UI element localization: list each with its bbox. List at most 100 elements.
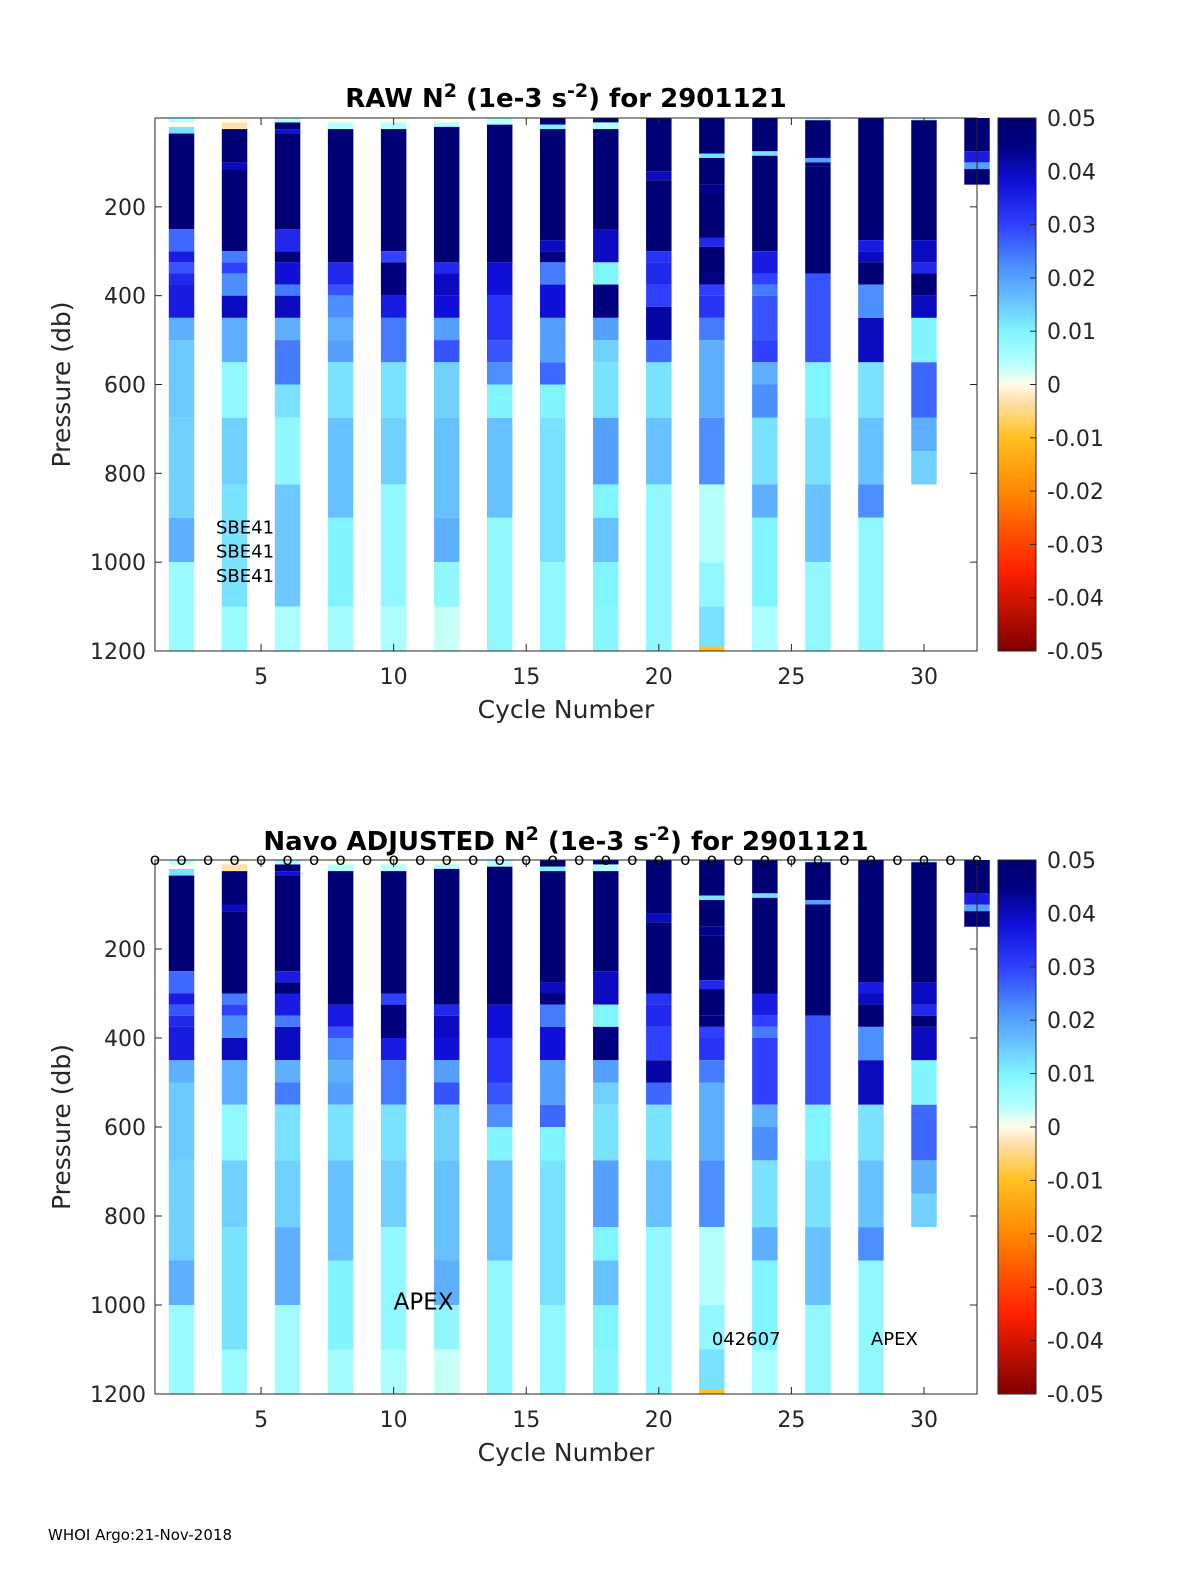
profile-cycle-20 xyxy=(646,860,672,1395)
title-superscript: 2 xyxy=(444,80,457,102)
n2-cell xyxy=(699,157,725,185)
n2-cell xyxy=(486,1104,513,1127)
n2-cell xyxy=(699,153,725,158)
n2-cell xyxy=(858,417,884,485)
n2-cell xyxy=(433,1038,460,1061)
n2-cell xyxy=(380,1349,407,1394)
n2-cell xyxy=(168,1305,195,1394)
n2-cell xyxy=(593,118,619,123)
cycle-marker: o xyxy=(150,850,160,870)
colorbar-tick-label: -0.04 xyxy=(1047,587,1104,612)
title-text: Navo ADJUSTED N xyxy=(263,827,525,857)
n2-cell xyxy=(699,606,725,647)
n2-cell xyxy=(911,417,937,452)
n2-cell xyxy=(911,273,937,296)
n2-cell xyxy=(699,1160,725,1228)
n2-cell xyxy=(540,129,566,241)
n2-cell xyxy=(593,1349,619,1394)
n2-cell xyxy=(221,871,248,905)
n2-cell xyxy=(540,871,566,983)
x-axis-label: Cycle Number xyxy=(478,1438,655,1467)
n2-cell xyxy=(911,362,937,418)
n2-cell xyxy=(168,868,195,876)
colorbar: 0.05 0.04 0.03 0.02 0.01 0 -0.01 -0.02 -0.03 -0.0… xyxy=(997,849,1104,1408)
n2-cell xyxy=(168,864,195,869)
cycle-marker: o xyxy=(282,850,292,870)
n2-cell xyxy=(646,340,672,363)
n2-cell xyxy=(593,484,619,518)
n2-cell xyxy=(380,1227,407,1350)
n2-cell xyxy=(486,1004,513,1039)
n2-cell xyxy=(540,118,566,125)
n2-cell xyxy=(327,1026,354,1039)
n2-cell xyxy=(433,126,460,263)
cycle-marker: o xyxy=(972,850,982,870)
n2-cell xyxy=(327,1082,354,1105)
n2-cell xyxy=(699,1038,725,1061)
n2-cell xyxy=(221,162,248,170)
n2-cell xyxy=(593,1004,619,1027)
n2-cell xyxy=(858,1060,884,1105)
title-superscript: -2 xyxy=(567,80,588,102)
n2-cell xyxy=(593,864,619,872)
n2-cell xyxy=(327,860,354,865)
n2-cell xyxy=(540,982,566,994)
n2-cell xyxy=(221,295,248,318)
n2-cell xyxy=(433,1060,460,1083)
n2-cell xyxy=(699,989,725,1016)
n2-cell xyxy=(805,484,831,563)
n2-cell xyxy=(540,1104,566,1127)
n2-cell xyxy=(433,864,460,869)
n2-cell xyxy=(327,1038,354,1061)
colorbar-tick-label: -0.02 xyxy=(1047,1223,1104,1248)
n2-cell xyxy=(486,118,513,125)
x-tick-label: 10 xyxy=(380,665,408,690)
n2-cell xyxy=(540,362,566,385)
annotation-label: SBE41 xyxy=(216,517,274,538)
colorbar-tick-label: -0.01 xyxy=(1047,427,1104,452)
n2-cell xyxy=(646,362,672,418)
n2-cell xyxy=(911,1193,937,1228)
n2-cell xyxy=(699,118,725,154)
n2-cell xyxy=(433,606,460,651)
n2-cell xyxy=(327,317,354,341)
n2-cell xyxy=(327,295,354,318)
n2-cell xyxy=(646,1026,672,1061)
n2-cell xyxy=(274,1160,301,1228)
n2-cell xyxy=(274,860,301,865)
n2-cell xyxy=(327,1160,354,1261)
title-text: ) for 2901121 xyxy=(670,827,869,857)
n2-cell xyxy=(433,417,460,518)
n2-cell xyxy=(699,317,725,341)
n2-cell xyxy=(699,562,725,607)
cycle-marker: o xyxy=(733,850,743,870)
n2-cell xyxy=(911,862,937,983)
n2-cell xyxy=(274,606,301,651)
n2-cell xyxy=(274,864,301,872)
colorbar-tick-label: 0.04 xyxy=(1047,902,1096,927)
n2-cell xyxy=(646,251,672,263)
n2-cell xyxy=(274,384,301,418)
n2-cell xyxy=(540,262,566,285)
y-tick-label: 400 xyxy=(104,1027,146,1052)
y-tick-label: 200 xyxy=(104,938,146,963)
n2-cell xyxy=(168,875,195,972)
cycle-marker: o xyxy=(627,850,637,870)
colorbar-tick-label: 0 xyxy=(1047,374,1061,399)
n2-cell xyxy=(646,284,672,307)
n2-cell xyxy=(433,860,460,865)
n2-cell xyxy=(168,1026,195,1061)
colorbar-tick-label: -0.02 xyxy=(1047,480,1104,505)
n2-cell xyxy=(646,1104,672,1161)
x-tick-label: 30 xyxy=(910,665,938,690)
n2-cell xyxy=(699,1305,725,1350)
n2-cell xyxy=(168,1160,195,1261)
n2-cell xyxy=(221,1227,248,1350)
n2-cell xyxy=(805,1227,831,1306)
n2-cell xyxy=(327,284,354,296)
colorbar-tick-label: -0.05 xyxy=(1047,640,1104,665)
n2-cell xyxy=(168,417,195,518)
x-tick-label: 15 xyxy=(512,1408,540,1433)
n2-cell xyxy=(593,417,619,485)
